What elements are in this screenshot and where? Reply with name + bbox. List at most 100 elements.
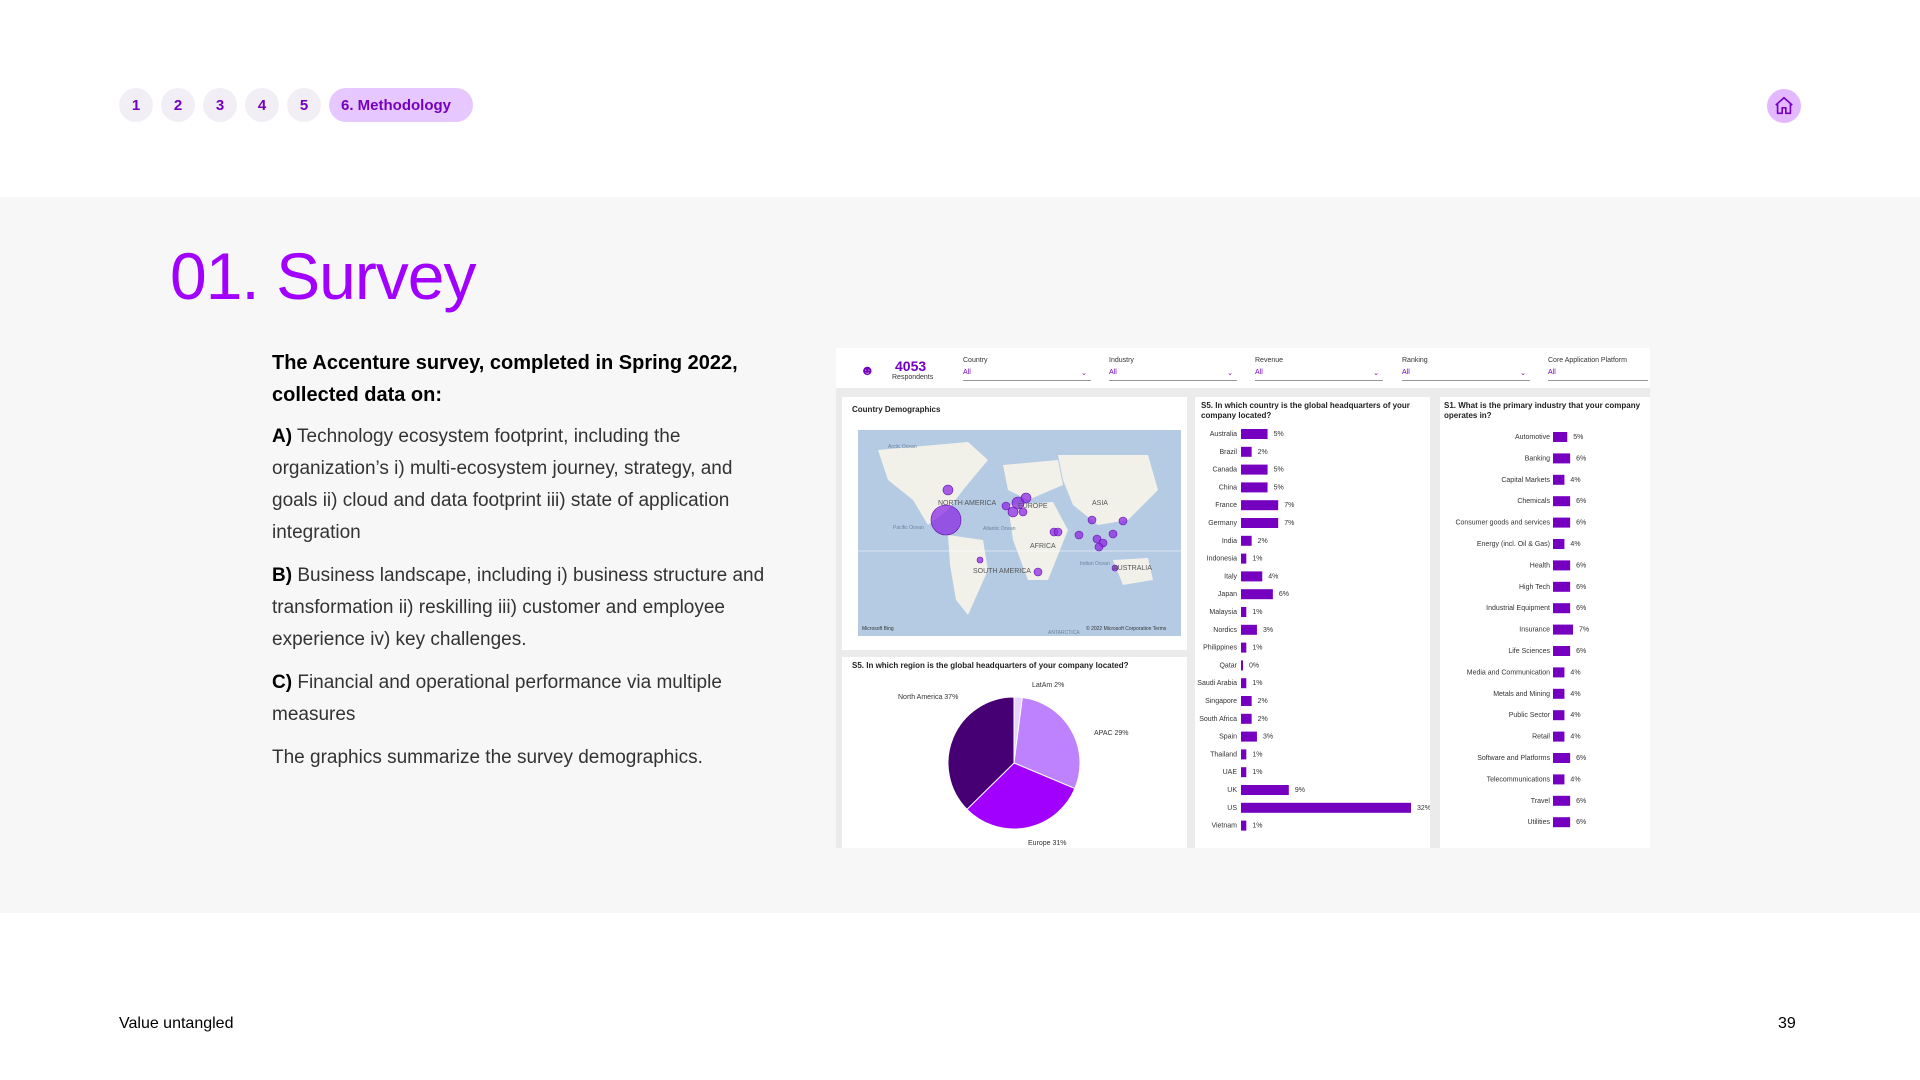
page-title: 01. Survey: [170, 239, 476, 313]
bar[interactable]: [1553, 496, 1571, 507]
bar-category-label: Banking: [1525, 455, 1550, 462]
filter-select[interactable]: All ⌄: [1109, 369, 1237, 381]
filter-country[interactable]: Country All ⌄: [963, 357, 1091, 385]
filter-label: Ranking: [1402, 357, 1428, 364]
bar[interactable]: [1553, 753, 1571, 763]
nav-item-3[interactable]: 3: [203, 88, 237, 122]
filter-select[interactable]: All: [1548, 369, 1648, 381]
map-bubble: [1074, 530, 1084, 540]
map-bubble: [1011, 496, 1025, 510]
bar-value-label: 1%: [1252, 645, 1262, 652]
bar-value-label: 4%: [1570, 691, 1580, 698]
bar[interactable]: [1241, 678, 1247, 689]
bar-category-label: Automotive: [1515, 434, 1550, 441]
region-pie-chart: LatAm 2% APAC 29% Europe 31% North America …: [898, 682, 1129, 847]
land-north-america: [878, 442, 988, 525]
bar[interactable]: [1241, 464, 1268, 475]
bar-value-label: 9%: [1295, 787, 1305, 794]
bar[interactable]: [1241, 500, 1279, 511]
bar-value-label: 1%: [1252, 751, 1262, 758]
bar-value-label: 7%: [1284, 502, 1294, 509]
bar-category-label: Nordics: [1213, 627, 1237, 634]
bar-value-label: 6%: [1576, 520, 1586, 527]
bar[interactable]: [1241, 767, 1247, 778]
land-south-america: [948, 535, 988, 615]
bar-value-label: 1%: [1252, 769, 1262, 776]
bar[interactable]: [1241, 660, 1243, 671]
bar[interactable]: [1553, 474, 1565, 485]
bar[interactable]: [1241, 429, 1268, 439]
pie-slice[interactable]: [1013, 696, 1081, 790]
map-label: EUROPE: [1018, 503, 1048, 510]
filter-industry[interactable]: Industry All ⌄: [1109, 357, 1237, 385]
bar-value-label: 6%: [1576, 755, 1586, 762]
bar[interactable]: [1241, 607, 1247, 617]
filter-select[interactable]: All ⌄: [1402, 369, 1530, 381]
nav-item-2[interactable]: 2: [161, 88, 195, 122]
bar[interactable]: [1241, 802, 1411, 813]
bar[interactable]: [1241, 749, 1247, 760]
bar-category-label: Germany: [1208, 520, 1237, 527]
bar[interactable]: [1553, 560, 1571, 571]
home-button[interactable]: [1767, 89, 1801, 123]
bar-value-label: 1%: [1252, 609, 1262, 616]
bar[interactable]: [1241, 785, 1289, 795]
filter-select[interactable]: All ⌄: [1255, 369, 1383, 381]
bar[interactable]: [1553, 795, 1571, 806]
bar-value-label: 1%: [1252, 680, 1262, 687]
bar[interactable]: [1553, 688, 1565, 699]
bar[interactable]: [1553, 517, 1571, 528]
bar[interactable]: [1553, 581, 1571, 592]
bar[interactable]: [1241, 589, 1273, 600]
bar[interactable]: [1553, 432, 1568, 442]
bar[interactable]: [1553, 646, 1571, 656]
bar-value-label: 1%: [1252, 823, 1262, 830]
nav-item-methodology[interactable]: 6. Methodology: [329, 88, 473, 122]
bar[interactable]: [1553, 774, 1565, 785]
bar[interactable]: [1241, 518, 1279, 528]
chevron-down-icon: ⌄: [1520, 370, 1526, 377]
nav-item-1[interactable]: 1: [119, 88, 153, 122]
bar[interactable]: [1241, 731, 1257, 742]
filter-select[interactable]: All ⌄: [963, 369, 1091, 381]
bar[interactable]: [1553, 453, 1571, 464]
pie-slice[interactable]: [966, 762, 1076, 830]
bar-category-label: South Africa: [1199, 716, 1237, 723]
filter-ranking[interactable]: Ranking All ⌄: [1402, 357, 1530, 385]
nav-item-5[interactable]: 5: [287, 88, 321, 122]
bar[interactable]: [1241, 482, 1268, 493]
bar[interactable]: [1553, 624, 1573, 635]
people-icon: ☻: [860, 362, 875, 378]
world-map[interactable]: NORTH AMERICA EUROPE ASIA AFRICA SOUTH A…: [858, 430, 1181, 636]
bar[interactable]: [1553, 667, 1565, 678]
bar-value-label: 6%: [1576, 605, 1586, 612]
bar-category-label: Vietnam: [1211, 823, 1237, 830]
filter-revenue[interactable]: Revenue All ⌄: [1255, 357, 1383, 385]
bar-value-label: 5%: [1573, 434, 1583, 441]
bar-category-label: Philippines: [1203, 645, 1237, 652]
bar-value-label: 5%: [1274, 484, 1284, 491]
bar[interactable]: [1241, 624, 1257, 635]
bar[interactable]: [1553, 603, 1571, 614]
bar-category-label: Capital Markets: [1501, 477, 1550, 484]
bar[interactable]: [1241, 820, 1247, 831]
chevron-down-icon: ⌄: [1227, 370, 1233, 377]
bar[interactable]: [1553, 539, 1565, 549]
bar[interactable]: [1553, 731, 1565, 742]
map-bubble: [1001, 501, 1011, 511]
bar[interactable]: [1241, 696, 1252, 706]
filter-core-platform[interactable]: Core Application Platform All: [1548, 357, 1648, 385]
bar[interactable]: [1241, 553, 1247, 564]
bar[interactable]: [1241, 642, 1247, 653]
nav-item-4[interactable]: 4: [245, 88, 279, 122]
bar-category-label: France: [1215, 502, 1237, 509]
pie-slice[interactable]: [947, 696, 1015, 811]
bar[interactable]: [1241, 713, 1252, 724]
bar[interactable]: [1553, 817, 1571, 828]
bar[interactable]: [1553, 710, 1565, 721]
bar-value-label: 6%: [1576, 562, 1586, 569]
bar[interactable]: [1241, 535, 1252, 546]
bar[interactable]: [1241, 571, 1263, 582]
bar-value-label: 2%: [1258, 698, 1268, 705]
bar[interactable]: [1241, 446, 1252, 457]
